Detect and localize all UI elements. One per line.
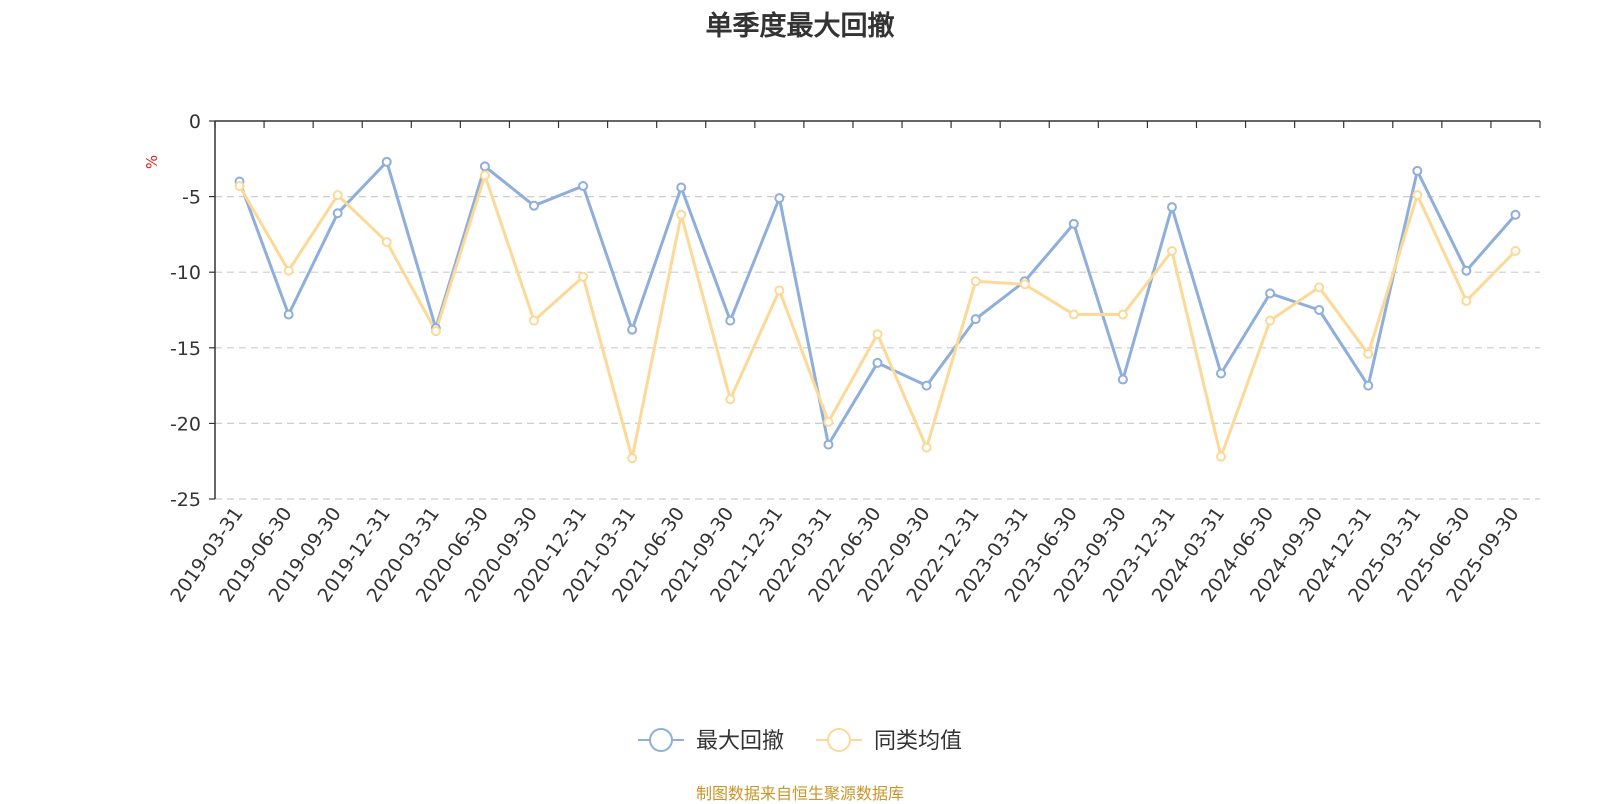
data-point[interactable] — [479, 161, 490, 172]
data-point[interactable] — [1216, 451, 1227, 462]
data-point[interactable] — [1117, 309, 1128, 320]
data-point[interactable] — [1363, 380, 1374, 391]
data-point[interactable] — [921, 442, 932, 453]
data-point[interactable] — [1363, 348, 1374, 359]
data-point[interactable] — [774, 285, 785, 296]
y-tick-label: -10 — [170, 262, 201, 284]
data-point[interactable] — [1510, 209, 1521, 220]
series-line-1 — [238, 160, 1517, 447]
data-point[interactable] — [1117, 374, 1128, 385]
data-point[interactable] — [1019, 279, 1030, 290]
data-point[interactable] — [1265, 288, 1276, 299]
data-point[interactable] — [528, 315, 539, 326]
data-point[interactable] — [332, 190, 343, 201]
y-axis-label: % — [143, 155, 161, 169]
y-tick-label: 0 — [189, 111, 201, 133]
data-point[interactable] — [430, 326, 441, 337]
data-point[interactable] — [774, 193, 785, 204]
data-point[interactable] — [381, 236, 392, 247]
legend-marker — [649, 728, 673, 752]
data-point[interactable] — [1314, 305, 1325, 315]
data-point[interactable] — [970, 276, 981, 287]
legend-label: 同类均值 — [874, 729, 962, 754]
data-point[interactable] — [1166, 246, 1177, 257]
data-point[interactable] — [479, 170, 490, 181]
data-point[interactable] — [872, 357, 883, 368]
legend[interactable]: 最大回撤 同类均值 — [638, 728, 962, 754]
data-point[interactable] — [1068, 309, 1079, 320]
data-point[interactable] — [1265, 315, 1276, 326]
series-lines — [234, 156, 1521, 464]
data-point[interactable] — [1461, 295, 1472, 306]
legend-marker — [827, 728, 851, 752]
data-point[interactable] — [970, 314, 981, 325]
data-point[interactable] — [1510, 246, 1521, 257]
data-point[interactable] — [627, 324, 638, 335]
data-point[interactable] — [381, 156, 392, 167]
data-point[interactable] — [725, 315, 736, 326]
source-note: 制图数据来自恒生聚源数据库 — [695, 784, 904, 803]
data-point[interactable] — [528, 200, 539, 211]
data-point[interactable] — [1216, 368, 1227, 379]
y-tick-label: -15 — [170, 338, 201, 360]
axes: 0-5-10-15-20-25%2019-03-312019-06-302019… — [143, 111, 1541, 606]
data-point[interactable] — [1166, 202, 1177, 213]
y-tick-label: -25 — [170, 489, 201, 511]
data-point[interactable] — [921, 380, 932, 391]
data-point[interactable] — [283, 265, 294, 276]
data-point[interactable] — [823, 416, 834, 427]
data-point[interactable] — [578, 271, 589, 282]
legend-item-1[interactable]: 最大回撤 — [638, 728, 784, 754]
data-point[interactable] — [1412, 165, 1423, 176]
data-point[interactable] — [578, 181, 589, 192]
data-point[interactable] — [627, 453, 638, 464]
data-point[interactable] — [332, 208, 343, 219]
data-point[interactable] — [823, 439, 834, 450]
chart-title: 单季度最大回撤 — [705, 11, 895, 42]
data-point[interactable] — [1068, 218, 1079, 229]
y-tick-label: -20 — [170, 413, 201, 435]
line-chart: 0-5-10-15-20-25%2019-03-312019-06-302019… — [143, 111, 1541, 754]
data-point[interactable] — [1461, 265, 1472, 276]
data-point[interactable] — [676, 209, 687, 220]
data-point[interactable] — [234, 181, 245, 192]
data-point[interactable] — [1314, 282, 1325, 293]
data-point[interactable] — [725, 394, 736, 405]
y-tick-label: -5 — [182, 187, 201, 209]
legend-item-2[interactable]: 同类均值 — [816, 728, 962, 754]
legend-label: 最大回撤 — [696, 729, 784, 754]
grid-lines — [215, 196, 1540, 500]
data-point[interactable] — [283, 309, 294, 320]
data-point[interactable] — [872, 329, 883, 340]
data-point[interactable] — [676, 182, 687, 193]
data-point[interactable] — [1412, 190, 1423, 201]
